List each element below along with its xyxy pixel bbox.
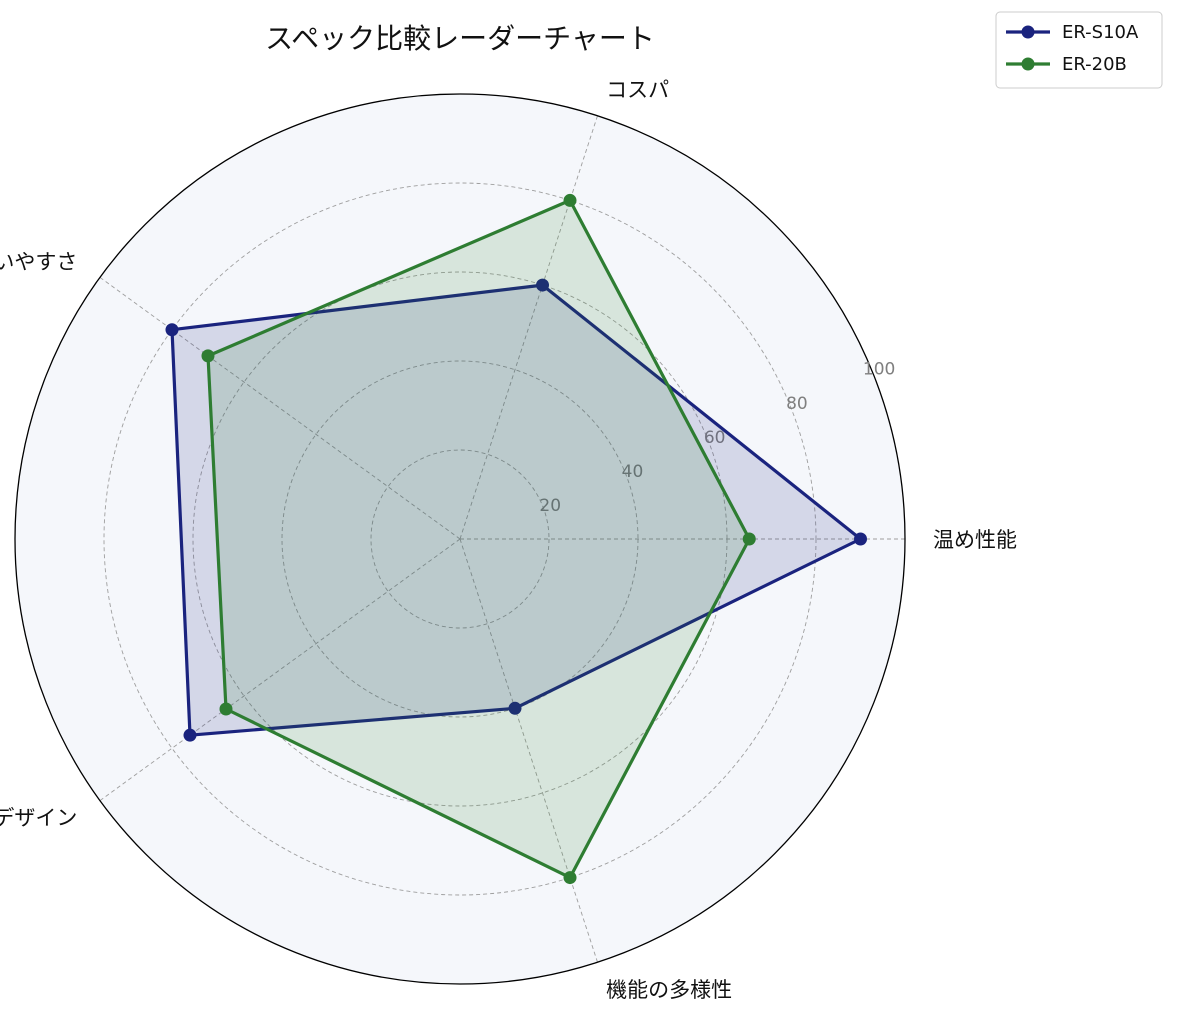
data-point (183, 728, 197, 742)
data-point (563, 193, 577, 207)
radial-gridline (370, 449, 550, 629)
axis-label: 温め性能 (933, 528, 1017, 552)
axis-label: 機能の多様性 (606, 978, 732, 1002)
legend-swatch-marker (1021, 25, 1035, 39)
radial-tick-label: 20 (539, 496, 561, 516)
series-line (170, 283, 863, 737)
chart-title: スペック比較レーダーチャート (265, 22, 655, 55)
plot-border (14, 93, 906, 985)
data-point (563, 871, 577, 885)
series-fill (208, 200, 750, 878)
radial-tick-label: 100 (863, 360, 895, 380)
legend-label: ER-S10A (1062, 22, 1139, 43)
radial-tick-label: 80 (786, 394, 808, 414)
axis-label: 使いやすさ (0, 250, 77, 274)
data-point (201, 349, 215, 363)
axis-label: コスパ (606, 78, 669, 102)
data-point (165, 323, 179, 337)
legend-label: ER-20B (1062, 54, 1127, 75)
data-point (219, 702, 233, 716)
radial-tick-label: 40 (622, 462, 644, 482)
data-point (854, 532, 867, 546)
data-point (742, 532, 756, 546)
data-point (508, 701, 522, 715)
plot-area: 20 40 60 80 100 温め性能 コスパ使いやすさデザイン機能の多様性 (0, 78, 1017, 1002)
radial-tick-label: 60 (704, 428, 726, 448)
series-line (206, 198, 751, 880)
axis-label: デザイン (0, 806, 77, 830)
legend: ER-S10A ER-20B (995, 11, 1163, 89)
legend-swatch-marker (1021, 57, 1035, 71)
data-point (536, 278, 550, 292)
radial-gridline (103, 182, 817, 896)
